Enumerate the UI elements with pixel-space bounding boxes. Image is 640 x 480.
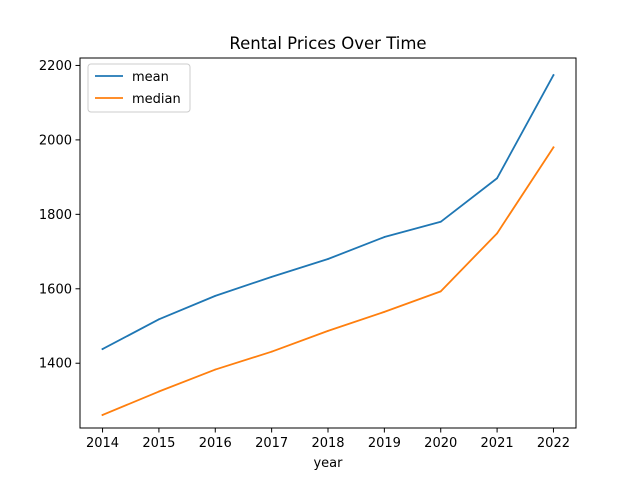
data-point-mean <box>383 236 386 238</box>
y-tick-label: 1600 <box>39 282 72 297</box>
data-point-median <box>383 310 386 313</box>
x-tick-label: 2019 <box>368 436 401 451</box>
data-point-median <box>270 350 273 353</box>
data-point-median <box>214 368 217 371</box>
x-tick-label: 2022 <box>537 436 570 451</box>
x-axis: 2014 2015 2016 2017 2018 2019 2020 2021 2022 <box>86 428 570 451</box>
y-tick-label: 1800 <box>39 208 72 223</box>
x-tick-label: 2017 <box>255 436 288 451</box>
data-point-mean <box>214 294 217 297</box>
x-tick-label: 2020 <box>424 436 457 451</box>
data-point-median <box>158 390 160 393</box>
data-point-mean <box>270 275 273 278</box>
legend-median-label: median <box>132 92 181 107</box>
data-point-mean <box>158 318 160 321</box>
y-axis: 1400 1600 1800 2000 2200 <box>39 59 80 372</box>
data-point-mean <box>552 74 555 77</box>
x-tick-label: 2014 <box>86 436 119 451</box>
x-tick-label: 2015 <box>142 436 175 451</box>
data-point-median <box>327 329 329 332</box>
data-point-mean <box>439 220 442 223</box>
legend-mean-label: mean <box>132 70 169 85</box>
data-point-mean <box>327 258 329 260</box>
x-tick-label: 2021 <box>481 436 514 451</box>
x-axis-label: year <box>313 456 343 471</box>
y-tick-label: 2200 <box>39 59 72 74</box>
x-tick-label: 2016 <box>199 436 232 451</box>
data-point-mean <box>101 348 104 350</box>
y-tick-label: 2000 <box>39 133 72 148</box>
y-tick-label: 1400 <box>39 357 72 372</box>
legend: mean median <box>87 63 191 113</box>
plot-lines <box>101 73 555 417</box>
chart-title: Rental Prices Over Time <box>229 34 426 53</box>
data-point-median <box>552 146 555 149</box>
data-point-median <box>439 290 442 293</box>
data-point-median <box>496 232 498 235</box>
x-tick-label: 2018 <box>311 436 344 451</box>
data-point-mean <box>496 177 498 180</box>
data-point-median <box>101 414 104 416</box>
